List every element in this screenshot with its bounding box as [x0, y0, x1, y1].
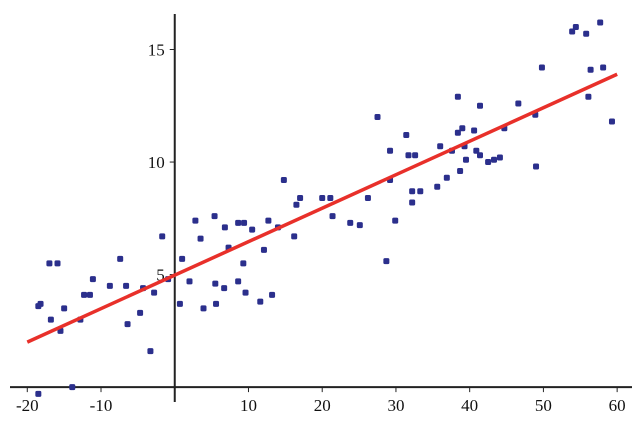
point — [89, 276, 96, 283]
point — [117, 255, 124, 262]
point — [221, 285, 228, 292]
point — [387, 147, 394, 154]
point — [235, 278, 242, 285]
point — [364, 195, 371, 202]
point — [240, 260, 247, 267]
point — [179, 255, 186, 262]
point — [403, 132, 410, 139]
point — [437, 143, 444, 150]
point — [569, 28, 576, 35]
point — [269, 291, 276, 298]
point — [477, 152, 483, 159]
point — [608, 118, 615, 125]
point — [242, 289, 249, 296]
point — [159, 233, 166, 240]
point — [515, 100, 522, 107]
point — [392, 217, 399, 224]
point — [291, 233, 298, 240]
point — [319, 195, 326, 202]
point — [383, 258, 390, 265]
point — [434, 183, 441, 190]
point — [221, 224, 228, 231]
point — [457, 168, 464, 175]
point — [212, 280, 219, 287]
point — [46, 260, 53, 267]
point — [409, 199, 416, 206]
point — [477, 102, 483, 109]
point — [412, 152, 419, 159]
x-tick-label: -10 — [90, 396, 113, 415]
point — [496, 154, 503, 161]
point — [137, 309, 144, 316]
point — [69, 384, 76, 391]
point — [417, 188, 424, 195]
point — [147, 348, 154, 355]
x-tick-label: 40 — [461, 396, 478, 415]
point — [106, 282, 113, 289]
point — [538, 64, 545, 71]
point — [293, 201, 300, 208]
y-tick-label: 5 — [156, 266, 165, 285]
point — [585, 93, 592, 100]
point — [297, 195, 304, 202]
x-tick-label: 30 — [387, 396, 404, 415]
point — [409, 188, 416, 195]
point — [597, 19, 604, 26]
point — [151, 289, 158, 296]
point — [462, 156, 469, 163]
point — [61, 305, 68, 312]
x-tick-label: 60 — [609, 396, 626, 415]
y-tick-label: 10 — [148, 153, 165, 172]
point — [587, 66, 594, 73]
point — [327, 195, 334, 202]
point — [260, 246, 267, 253]
point — [257, 298, 264, 305]
point — [265, 217, 272, 224]
point — [235, 219, 242, 226]
point — [186, 278, 193, 285]
point — [176, 300, 183, 307]
point — [241, 219, 248, 226]
point — [123, 282, 130, 289]
point — [35, 303, 42, 310]
point — [473, 147, 480, 154]
point — [533, 163, 540, 170]
point — [329, 213, 336, 220]
point — [471, 127, 478, 134]
point — [280, 177, 287, 184]
point — [35, 390, 42, 397]
point — [124, 321, 131, 328]
point — [249, 226, 256, 233]
point — [347, 219, 354, 226]
fit-line — [26, 72, 618, 344]
point — [86, 291, 93, 298]
point — [443, 174, 450, 181]
point — [454, 129, 461, 136]
point — [459, 125, 466, 132]
point — [211, 213, 218, 220]
x-tick-label: 20 — [314, 396, 331, 415]
point — [572, 24, 579, 31]
point — [47, 316, 54, 323]
point — [454, 93, 461, 100]
x-tick-label: 50 — [535, 396, 552, 415]
point — [485, 159, 492, 166]
point — [54, 260, 61, 267]
point — [583, 30, 590, 37]
point — [197, 235, 204, 242]
point — [81, 291, 88, 298]
point — [374, 114, 381, 121]
point — [192, 217, 199, 224]
y-tick-label: 15 — [148, 41, 165, 60]
point — [600, 64, 607, 71]
point — [356, 222, 363, 229]
x-tick-label: -20 — [16, 396, 39, 415]
point — [213, 300, 220, 307]
point — [405, 152, 412, 159]
point — [491, 156, 498, 163]
point — [200, 305, 207, 312]
x-tick-label: 10 — [240, 396, 257, 415]
